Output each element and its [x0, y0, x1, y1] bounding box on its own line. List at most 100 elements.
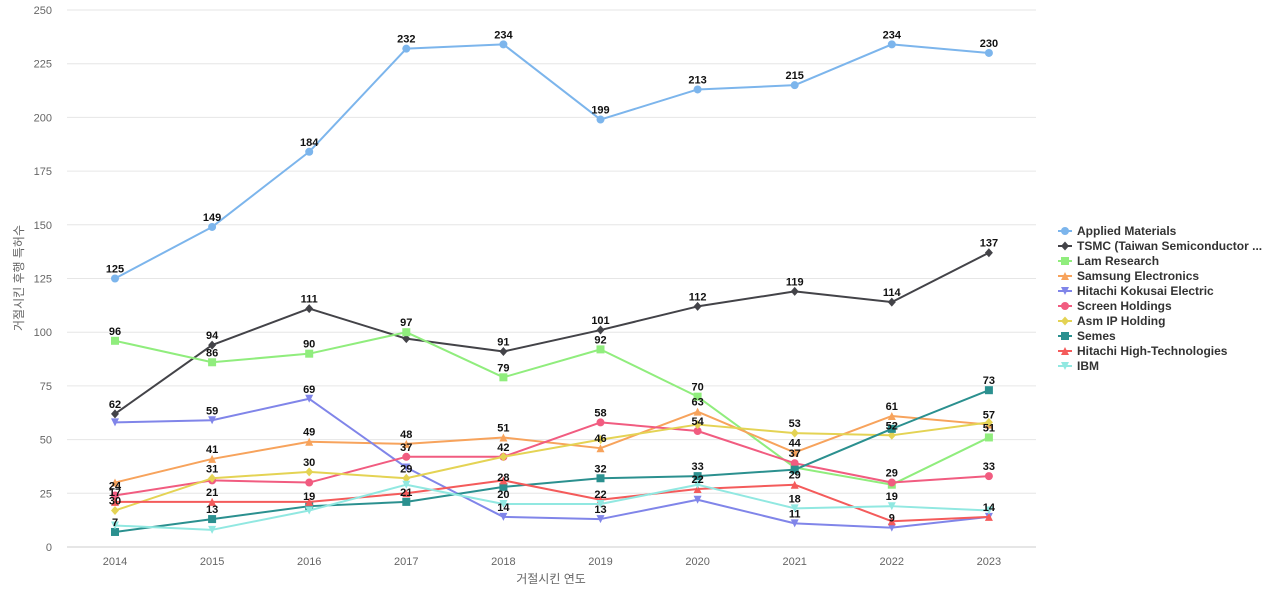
data-point[interactable]: [693, 472, 702, 481]
data-point[interactable]: [111, 527, 119, 536]
data-point[interactable]: [111, 478, 119, 487]
legend-item[interactable]: Applied Materials: [1058, 224, 1177, 238]
legend-swatch-marker[interactable]: [1061, 332, 1069, 340]
legend-swatch-marker[interactable]: [1061, 227, 1069, 235]
data-point[interactable]: [984, 506, 993, 515]
data-point[interactable]: [402, 497, 411, 506]
data-point[interactable]: [790, 448, 799, 457]
series-line[interactable]: [114, 421, 990, 497]
data-point[interactable]: [208, 473, 217, 483]
data-point[interactable]: [208, 340, 217, 350]
data-point[interactable]: [402, 334, 411, 344]
legend-swatch-marker[interactable]: [1061, 272, 1069, 280]
data-point[interactable]: [887, 40, 896, 49]
data-point[interactable]: [693, 420, 702, 430]
data-point[interactable]: [402, 439, 411, 448]
legend-swatch-marker[interactable]: [1061, 257, 1069, 265]
data-point[interactable]: [596, 444, 605, 453]
data-point[interactable]: [499, 433, 508, 442]
series-line[interactable]: [114, 483, 990, 531]
series-line[interactable]: [114, 43, 990, 280]
data-point[interactable]: [596, 435, 605, 445]
data-point[interactable]: [305, 394, 314, 403]
legend-item[interactable]: Asm IP Holding: [1058, 314, 1165, 328]
data-point[interactable]: [402, 473, 411, 483]
data-point[interactable]: [499, 452, 508, 462]
data-point[interactable]: [596, 345, 605, 354]
legend-swatch-marker[interactable]: [1061, 241, 1069, 251]
series-line[interactable]: [114, 410, 990, 484]
data-point[interactable]: [596, 325, 605, 335]
legend-item[interactable]: Hitachi Kokusai Electric: [1058, 284, 1214, 298]
series-line[interactable]: [114, 397, 990, 529]
data-point[interactable]: [305, 437, 314, 446]
data-point[interactable]: [208, 416, 217, 425]
data-point[interactable]: [790, 428, 799, 438]
data-point[interactable]: [596, 515, 605, 524]
data-point[interactable]: [402, 489, 411, 498]
data-point[interactable]: [984, 48, 993, 57]
series-line[interactable]: [114, 479, 990, 523]
data-point[interactable]: [693, 480, 702, 489]
data-point[interactable]: [208, 358, 217, 367]
legend-item[interactable]: Screen Holdings: [1058, 299, 1172, 313]
data-point[interactable]: [887, 411, 896, 420]
data-point[interactable]: [402, 480, 411, 489]
data-point[interactable]: [499, 40, 508, 49]
data-point[interactable]: [790, 465, 799, 474]
data-point[interactable]: [596, 474, 605, 483]
data-point[interactable]: [984, 433, 993, 442]
series-line[interactable]: [114, 251, 990, 415]
data-point[interactable]: [499, 476, 508, 485]
data-point[interactable]: [305, 478, 314, 487]
data-point[interactable]: [596, 115, 605, 124]
series-line[interactable]: [114, 331, 990, 486]
data-point[interactable]: [402, 328, 411, 337]
data-point[interactable]: [111, 497, 119, 506]
data-point[interactable]: [984, 417, 993, 427]
data-point[interactable]: [887, 517, 896, 526]
legend-item[interactable]: Samsung Electronics: [1058, 269, 1199, 283]
data-point[interactable]: [111, 274, 119, 283]
legend-swatch-marker[interactable]: [1061, 362, 1069, 370]
legend-item[interactable]: Semes: [1058, 329, 1116, 343]
data-point[interactable]: [208, 454, 217, 463]
data-point[interactable]: [790, 81, 799, 90]
data-point[interactable]: [596, 500, 605, 509]
data-point[interactable]: [402, 44, 411, 53]
data-point[interactable]: [111, 418, 119, 427]
legend-item[interactable]: Hitachi High-Technologies: [1058, 344, 1228, 358]
data-point[interactable]: [693, 392, 702, 401]
legend-swatch-marker[interactable]: [1061, 302, 1069, 310]
data-point[interactable]: [984, 386, 993, 395]
data-point[interactable]: [499, 347, 508, 357]
data-point[interactable]: [984, 472, 993, 481]
data-point[interactable]: [111, 521, 119, 530]
data-point[interactable]: [208, 515, 217, 524]
legend-swatch-marker[interactable]: [1061, 287, 1069, 295]
data-point[interactable]: [499, 512, 508, 521]
data-point[interactable]: [790, 286, 799, 296]
data-point[interactable]: [111, 491, 119, 500]
data-point[interactable]: [887, 430, 896, 440]
legend-swatch-marker[interactable]: [1061, 347, 1069, 355]
data-point[interactable]: [790, 480, 799, 489]
data-point[interactable]: [208, 497, 217, 506]
series-line[interactable]: [114, 389, 990, 533]
data-point[interactable]: [111, 505, 119, 515]
data-point[interactable]: [887, 424, 896, 433]
data-point[interactable]: [790, 504, 799, 513]
data-point[interactable]: [208, 222, 217, 231]
data-point[interactable]: [887, 478, 896, 487]
data-point[interactable]: [305, 304, 314, 314]
data-point[interactable]: [499, 482, 508, 491]
data-point[interactable]: [693, 495, 702, 504]
data-point[interactable]: [305, 497, 314, 506]
data-point[interactable]: [305, 506, 314, 515]
data-point[interactable]: [693, 407, 702, 416]
data-point[interactable]: [208, 525, 217, 534]
data-point[interactable]: [596, 418, 605, 427]
legend-item[interactable]: Lam Research: [1058, 254, 1159, 268]
legend-swatch-marker[interactable]: [1061, 316, 1069, 326]
legend-item[interactable]: TSMC (Taiwan Semiconductor ...: [1058, 239, 1262, 253]
